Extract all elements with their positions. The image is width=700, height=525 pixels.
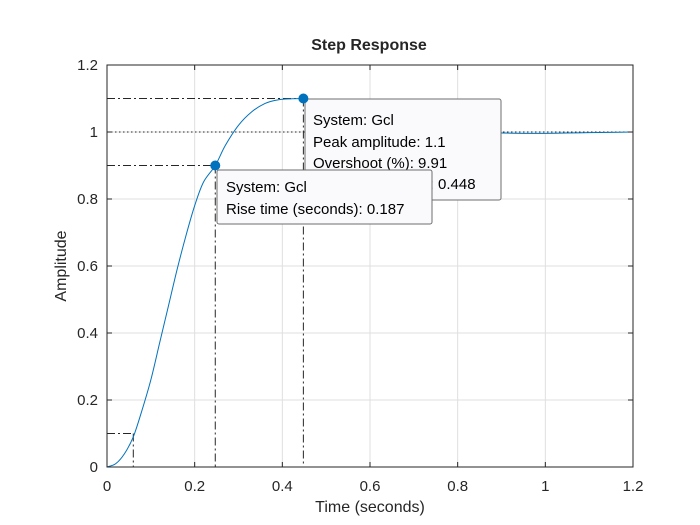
step-response-line[interactable] xyxy=(106,98,634,468)
x-axis-label: Time (seconds) xyxy=(315,499,425,516)
rise-datatip[interactable]: System: Gcl Rise time (seconds): 0.187 xyxy=(216,169,433,225)
rise-datatip-box xyxy=(216,169,433,225)
peak-datatip-line-1: System: Gcl xyxy=(313,112,394,129)
x-tick-labels: 0 0.2 0.4 0.6 0.8 1 1.2 xyxy=(103,478,644,495)
x-tick-label: 1.2 xyxy=(623,478,644,495)
reference-lines xyxy=(107,98,633,467)
x-tick-label: 1 xyxy=(541,478,549,495)
peak-datatip-line-3: Overshoot (%): 9.91 xyxy=(313,155,447,172)
peak-marker[interactable] xyxy=(298,93,309,104)
y-tick-label: 0.4 xyxy=(77,325,98,342)
tick-marks xyxy=(106,64,634,468)
y-axis-label: Amplitude xyxy=(53,230,70,301)
y-tick-label: 1 xyxy=(90,124,98,141)
x-tick-label: 0.6 xyxy=(360,478,381,495)
x-tick-label: 0 xyxy=(103,478,111,495)
y-tick-label: 0 xyxy=(90,459,98,476)
y-tick-label: 1.2 xyxy=(77,57,98,74)
peak-datatip-line-2: Peak amplitude: 1.1 xyxy=(313,134,446,151)
chart-title: Step Response xyxy=(311,37,427,54)
y-tick-label: 0.8 xyxy=(77,191,98,208)
x-tick-label: 0.4 xyxy=(272,478,293,495)
y-tick-label: 0.2 xyxy=(77,392,98,409)
y-tick-labels: 0 0.2 0.4 0.6 0.8 1 1.2 xyxy=(77,57,98,476)
y-tick-label: 0.6 xyxy=(77,258,98,275)
rise-datatip-line-2: Rise time (seconds): 0.187 xyxy=(226,201,404,218)
rise-marker[interactable] xyxy=(210,160,221,171)
x-tick-label: 0.2 xyxy=(184,478,205,495)
rise-datatip-line-1: System: Gcl xyxy=(226,179,307,196)
x-tick-label: 0.8 xyxy=(447,478,468,495)
